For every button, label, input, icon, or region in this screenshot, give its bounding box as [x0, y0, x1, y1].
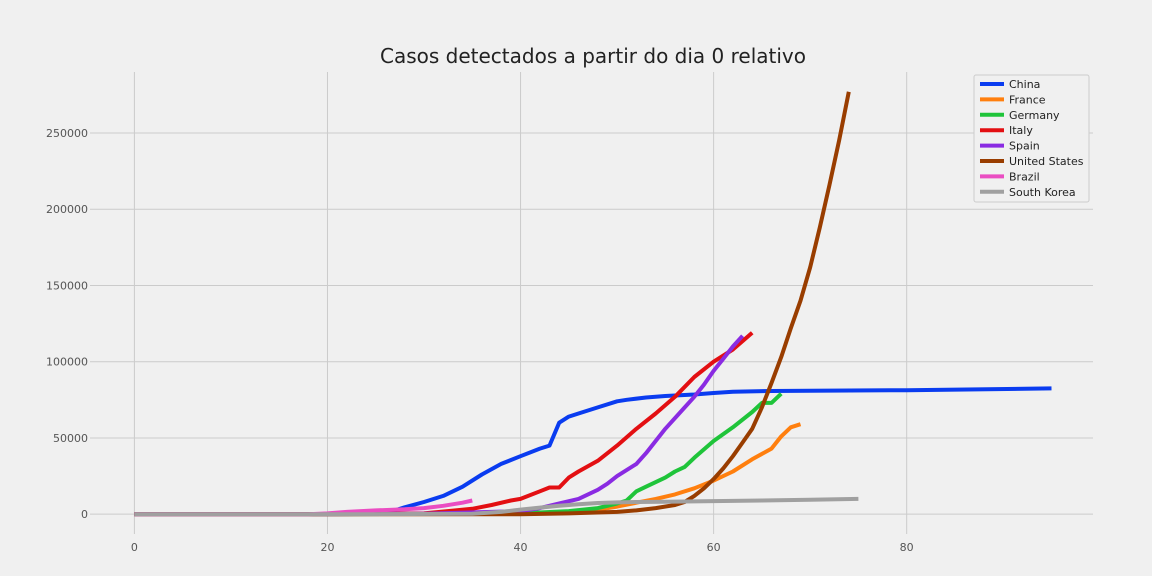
series-line-south-korea [134, 496, 859, 517]
series-line-italy [134, 331, 754, 517]
y-tick-label: 150000 [46, 279, 88, 292]
series-line-china [134, 386, 1052, 517]
legend-box [973, 74, 1090, 203]
x-tick-label: 40 [514, 541, 528, 554]
x-tick-label: 0 [131, 541, 138, 554]
legend-label-south-korea: South Korea [1009, 186, 1076, 199]
legend: China France Germany Italy Spain United State… [973, 74, 1090, 203]
chart-title: Casos detectados a partir do dia 0 relat… [380, 44, 806, 68]
y-axis-ticks: 0 50000 100000 150000 200000 250000 [46, 127, 88, 521]
legend-label-united-states: United States [1009, 155, 1084, 168]
legend-label-spain: Spain [1009, 140, 1040, 153]
x-tick-label: 60 [707, 541, 721, 554]
x-tick-label: 80 [900, 541, 914, 554]
legend-label-china: China [1009, 78, 1040, 91]
y-tick-label: 100000 [46, 356, 88, 369]
series-line-united-states [134, 91, 851, 517]
y-tick-label: 250000 [46, 127, 88, 140]
legend-label-france: France [1009, 93, 1046, 106]
series-line-spain [134, 334, 745, 517]
x-axis-ticks: 0 20 40 60 80 [131, 541, 914, 554]
legend-label-italy: Italy [1009, 124, 1033, 137]
series-line-germany [134, 392, 783, 517]
y-tick-label: 50000 [53, 432, 88, 445]
y-tick-label: 200000 [46, 203, 88, 216]
y-tick-label: 0 [81, 508, 88, 521]
legend-label-germany: Germany [1009, 109, 1060, 122]
series-lines [134, 91, 1052, 517]
x-tick-label: 20 [320, 541, 334, 554]
legend-label-brazil: Brazil [1009, 170, 1040, 183]
